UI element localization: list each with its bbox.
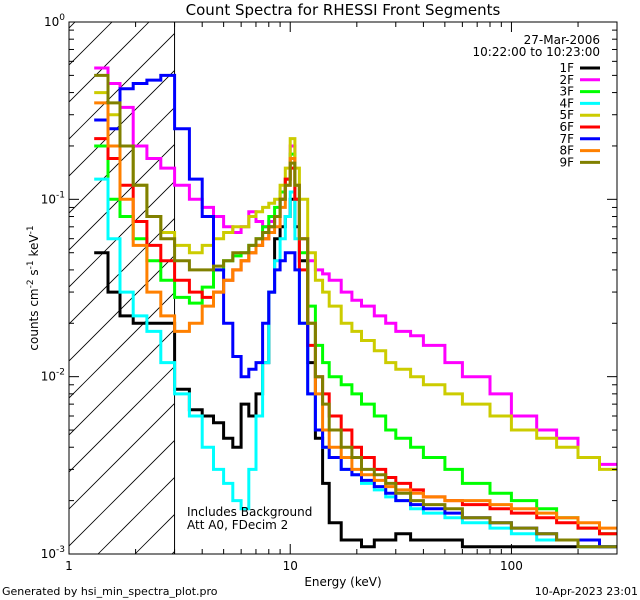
y-tick-label: 100 xyxy=(44,13,65,29)
x-tick-label: 1 xyxy=(65,559,73,573)
legend-label-3F: 3F xyxy=(559,85,574,99)
series-line-5F xyxy=(94,91,617,471)
chart-title: Count Spectra for RHESSI Front Segments xyxy=(186,1,501,19)
legend-label-7F: 7F xyxy=(559,132,574,146)
legend-label-4F: 4F xyxy=(559,96,574,110)
y-tick-label: 10-2 xyxy=(41,368,65,384)
legend-label-1F: 1F xyxy=(559,61,574,75)
y-tick-label: 10-1 xyxy=(41,190,65,206)
annotation-attenuator: Att A0, FDecim 2 xyxy=(187,518,288,532)
series-line-7F xyxy=(94,73,617,549)
date-label: 27-Mar-2006 xyxy=(524,33,600,47)
x-tick-label: 10 xyxy=(283,559,298,573)
plot-frame xyxy=(68,21,618,555)
hatch-lines xyxy=(69,22,175,554)
time-range-label: 10:22:00 to 10:23:00 xyxy=(473,45,600,59)
x-axis-label: Energy (keV) xyxy=(304,575,381,589)
y-axis-label: counts cm-2 s-1 keV-1 xyxy=(26,225,41,350)
annotation-background: Includes Background xyxy=(187,505,312,519)
legend-label-5F: 5F xyxy=(559,108,574,122)
series-line-4F xyxy=(94,177,617,549)
series-line-1F xyxy=(94,197,617,549)
footer-generator: Generated by hsi_min_spectra_plot.pro xyxy=(2,585,218,598)
hatch-region xyxy=(69,22,176,554)
y-tick-label: 10-3 xyxy=(41,545,65,561)
x-tick-label: 100 xyxy=(500,559,523,573)
legend-label-8F: 8F xyxy=(559,144,574,158)
footer-timestamp: 10-Apr-2023 23:01 xyxy=(535,585,638,598)
legend-label-9F: 9F xyxy=(559,155,574,169)
legend-label-6F: 6F xyxy=(559,120,574,134)
legend-label-2F: 2F xyxy=(559,73,574,87)
series-line-9F xyxy=(94,73,617,549)
